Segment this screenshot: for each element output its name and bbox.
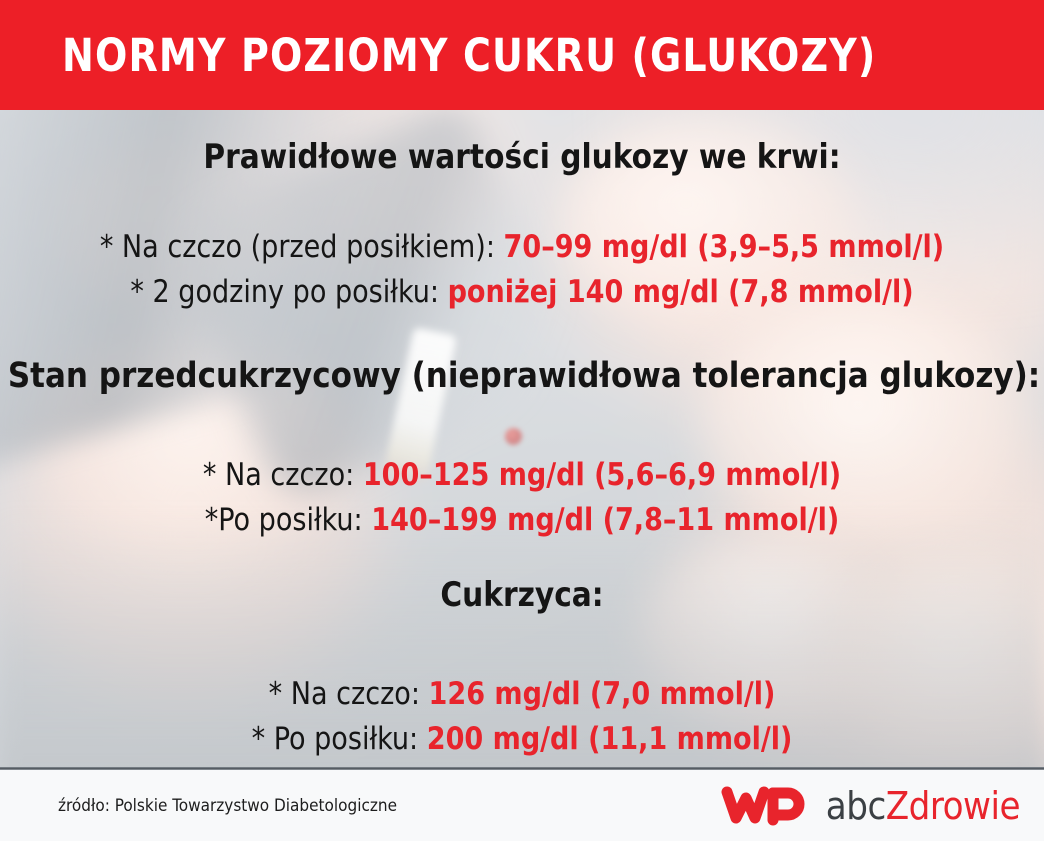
value-row: * Po posiłku: 200 mg/dl (11,1 mmol/l)	[16, 721, 1029, 759]
row-value: poniżej 140 mg/dl (7,8 mmol/l)	[447, 273, 914, 310]
row-value: 70–99 mg/dl (3,9–5,5 mmol/l)	[503, 228, 945, 265]
value-row: * Na czczo (przed posiłkiem): 70–99 mg/d…	[16, 229, 1029, 267]
blood-drop-shape	[505, 428, 522, 445]
brand-name: abcZdrowie	[825, 783, 1021, 828]
footer-divider	[0, 767, 1044, 770]
source-attribution: źródło: Polskie Towarzystwo Diabetologic…	[58, 795, 397, 816]
section-rows: * Na czczo (przed posiłkiem): 70–99 mg/d…	[0, 229, 1044, 312]
section-normal-values: Prawidłowe wartości glukozy we krwi: * N…	[0, 137, 1044, 312]
row-label: * Na czczo:	[202, 456, 363, 493]
header-banner: NORMY POZIOMY CUKRU (GLUKOZY)	[0, 0, 1044, 110]
section-heading: Cukrzyca:	[440, 575, 604, 615]
row-label: * Na czczo:	[268, 675, 429, 712]
row-value: 140–199 mg/dl (7,8–11 mmol/l)	[371, 501, 840, 538]
value-row: * 2 godziny po posiłku: poniżej 140 mg/d…	[16, 274, 1029, 312]
content-area: Prawidłowe wartości glukozy we krwi: * N…	[0, 110, 1044, 768]
row-value: 100–125 mg/dl (5,6–6,9 mmol/l)	[362, 456, 842, 493]
row-label: *Po posiłku:	[204, 501, 372, 538]
background-finger-shape	[700, 300, 1030, 550]
row-label: * 2 godziny po posiłku:	[130, 273, 448, 310]
brand-logo[interactable]: abcZdrowie	[720, 783, 1021, 828]
section-rows: * Na czczo: 126 mg/dl (7,0 mmol/l) * Po …	[0, 676, 1044, 759]
section-rows: * Na czczo: 100–125 mg/dl (5,6–6,9 mmol/…	[0, 457, 1044, 540]
page-title: NORMY POZIOMY CUKRU (GLUKOZY)	[62, 28, 877, 82]
row-value: 126 mg/dl (7,0 mmol/l)	[428, 675, 776, 712]
value-row: * Na czczo: 100–125 mg/dl (5,6–6,9 mmol/…	[16, 457, 1029, 495]
section-diabetes: Cukrzyca: * Na czczo: 126 mg/dl (7,0 mmo…	[0, 575, 1044, 759]
value-row: * Na czczo: 126 mg/dl (7,0 mmol/l)	[16, 676, 1029, 714]
row-label: * Na czczo (przed posiłkiem):	[99, 228, 504, 265]
footer-bar: źródło: Polskie Towarzystwo Diabetologic…	[0, 770, 1044, 841]
section-heading: Prawidłowe wartości glukozy we krwi:	[203, 137, 841, 177]
brand-name-zdrowie: Zdrowie	[885, 783, 1021, 828]
value-row: *Po posiłku: 140–199 mg/dl (7,8–11 mmol/…	[16, 502, 1029, 540]
row-value: 200 mg/dl (11,1 mmol/l)	[426, 720, 793, 757]
section-heading: Stan przedcukrzycowy (nieprawidłowa tole…	[7, 356, 1041, 396]
brand-name-abc: abc	[825, 783, 886, 828]
section-prediabetes: Stan przedcukrzycowy (nieprawidłowa tole…	[0, 358, 1044, 539]
background-finger-shape	[560, 120, 860, 330]
row-label: * Po posiłku:	[251, 720, 427, 757]
wp-logo-icon	[721, 786, 805, 825]
